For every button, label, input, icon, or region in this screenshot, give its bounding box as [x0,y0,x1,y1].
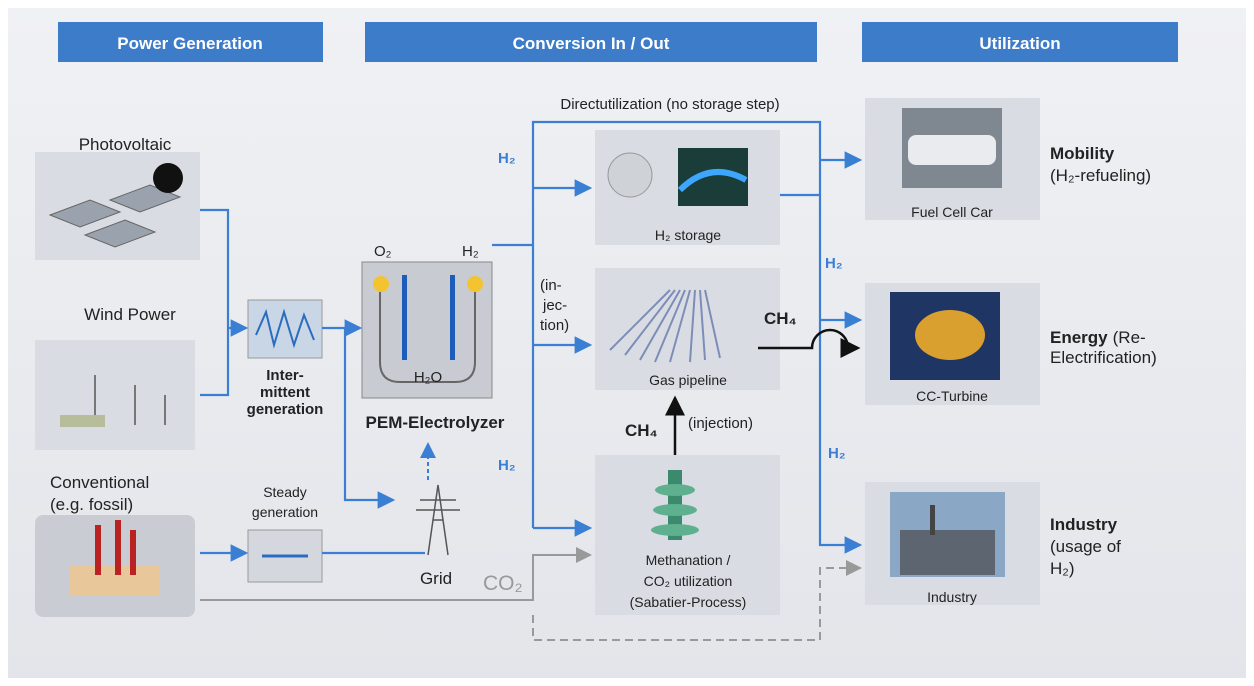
image-label: CC-Turbine [916,388,988,404]
source-label: Conventional (e.g. fossil) [50,473,149,514]
image-label: Fuel Cell Car [911,204,993,220]
grid-icon [416,484,460,556]
co2-label: CO₂ [483,572,523,595]
flow-lines [200,120,863,641]
methanation-label: Methanation / CO₂ utilization (Sabatier-Pr… [630,552,747,610]
methanation-icon [651,470,699,540]
flow-label: H₂ [498,457,516,474]
utilization-label: Industry (usage of H₂) [1050,515,1121,578]
utilization-label: Mobility (H₂-refueling) [1050,144,1151,185]
pv-icon [48,163,183,248]
flow-label: CH₄ [764,309,797,328]
flow-label: H₂ [498,150,516,167]
grid-label: Grid [420,569,452,588]
pipeline-icon [609,289,721,363]
header: Power Generation [117,34,262,53]
storage-icon [607,148,748,206]
source-label: Wind Power [84,305,176,324]
intermittent-icon [255,308,315,349]
source-label: Photovoltaic [79,135,172,154]
utilization-label: Energy (Re-Electrification) [1050,328,1157,367]
electrolyzer-icon [373,275,483,383]
pipeline-label: Gas pipeline [649,372,727,388]
steady-label: Steady generation [252,484,318,520]
flow-label: H₂ [828,445,846,462]
flow-label: H₂ [825,255,843,272]
intermittent-label: Inter-mittent generation [247,367,324,418]
header-bars [58,22,1178,62]
storage-label: H₂ storage [655,227,721,243]
flow-label: (in-jec-tion) [540,277,569,334]
h2-label: H₂ [462,243,479,260]
industry-icon [890,492,1005,577]
car-icon [902,108,1002,188]
image-label: Industry [927,589,977,605]
o2-label: O₂ [374,243,392,260]
electrolyzer-title: PEM-Electrolyzer [366,413,505,432]
wind-icon [60,375,166,427]
flow-label: (injection) [688,415,753,432]
header: Conversion In / Out [513,34,670,53]
turbine-icon [890,292,1000,380]
factory-icon [70,520,160,595]
header: Utilization [979,34,1060,53]
h2o-label: H₂O [414,369,442,386]
direct-label: Directutilization (no storage step) [560,96,779,113]
flow-label: CH₄ [625,421,658,440]
